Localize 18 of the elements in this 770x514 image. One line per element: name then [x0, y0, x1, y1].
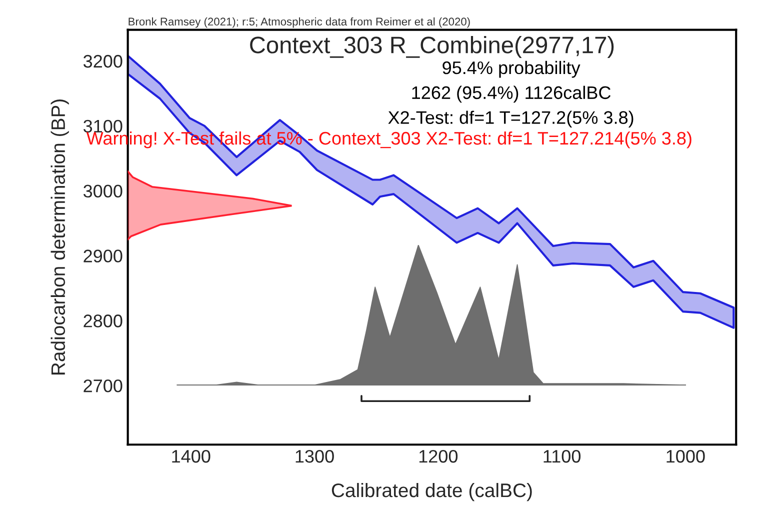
annotation: 1262 (95.4%) 1126calBC — [412, 86, 611, 103]
x-tick-label: 1100 — [544, 450, 581, 463]
y-tick-label: 3200 — [83, 54, 122, 68]
annotation: 95.4% probability — [442, 60, 580, 78]
annotation: X2-Test: df=1 T=127.2(5% 3.8) — [388, 110, 634, 128]
x-tick-label: 1200 — [419, 450, 458, 463]
chart-title: Context_303 R_Combine(2977,17) — [250, 36, 614, 58]
y-tick-label: 2800 — [84, 314, 122, 328]
y-tick-label: 3100 — [83, 120, 122, 133]
y-tick-label: 3000 — [83, 184, 122, 198]
x-tick-label: 1300 — [296, 450, 334, 463]
x-tick-label: 1400 — [172, 450, 210, 463]
y-tick-label: 2900 — [84, 250, 122, 262]
x-axis-title: Calibrated date (calBC) — [332, 482, 532, 502]
y-tick-label: 2700 — [84, 379, 122, 392]
text: Bronk Ramsey (2021); r:5; Atmospheric data from Reimer et al (2020) — [128, 17, 470, 28]
x-tick-label: 1000 — [666, 450, 705, 463]
y-axis-title: Radiocarbon determination (BP) — [50, 100, 69, 374]
